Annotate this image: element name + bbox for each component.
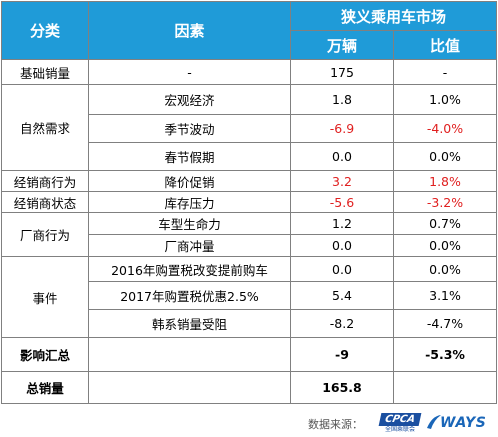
factor-cell: 降价促销: [88, 170, 291, 192]
factor-cell: 厂商冲量: [88, 234, 291, 257]
units-cell: 175: [290, 59, 394, 85]
units-cell: 1.8: [290, 84, 394, 115]
table-row: 影响汇总 -9 -5.3%: [1, 337, 498, 372]
table-row: 春节假期 0.0 0.0%: [2, 142, 498, 171]
units-cell: 0.0: [290, 234, 394, 257]
ratio-cell: -5.3%: [392, 337, 498, 372]
table-row: 厂商行为 车型生命力 1.2 0.7%: [1, 212, 498, 257]
category-cell: 事件: [1, 256, 89, 338]
category-cell: 经销商状态: [1, 191, 89, 213]
units-cell: 1.2: [290, 212, 394, 235]
ratio-cell: 0.0%: [392, 234, 498, 257]
table-row: 总销量 165.8: [1, 371, 498, 404]
category-cell: 基础销量: [1, 59, 89, 85]
header-units: 万辆: [290, 30, 394, 60]
header-factor: 因素: [88, 1, 291, 60]
source-label: 数据来源：: [308, 418, 363, 431]
header-ratio: 比值: [392, 30, 498, 60]
table-row: 基础销量 - 175 -: [1, 59, 498, 85]
ratio-cell: 1.0%: [392, 84, 498, 115]
table-row: 韩系销量受阻 -8.2 -4.7%: [2, 309, 498, 338]
factor-cell: 韩系销量受阻: [88, 309, 291, 338]
ways-swoosh-icon: [427, 415, 441, 429]
ways-logo: WAYS: [426, 413, 496, 433]
cpca-logo: CPCA 全国乘联会: [378, 413, 422, 433]
units-cell: 5.4: [290, 281, 394, 310]
units-cell: -9: [290, 337, 394, 372]
ratio-cell: -3.2%: [392, 191, 498, 213]
ratio-cell: [392, 371, 498, 404]
table-row: 厂商冲量 0.0 0.0%: [2, 234, 498, 257]
factor-cell: 宏观经济: [88, 84, 291, 115]
category-cell: 自然需求: [1, 84, 89, 171]
ratio-cell: 1.8%: [392, 170, 498, 192]
factor-cell: 库存压力: [88, 191, 291, 213]
units-cell: 0.0: [290, 256, 394, 282]
ratio-cell: 0.0%: [392, 256, 498, 282]
factor-cell: [88, 337, 291, 372]
units-cell: -6.9: [290, 114, 394, 143]
factor-cell: 季节波动: [88, 114, 291, 143]
category-cell: 影响汇总: [1, 337, 89, 372]
factor-cell: 春节假期: [88, 142, 291, 171]
cpca-logo-subtext: 全国乘联会: [384, 426, 415, 433]
units-cell: 3.2: [290, 170, 394, 192]
category-cell: 总销量: [1, 371, 89, 404]
units-cell: -8.2: [290, 309, 394, 338]
units-cell: 0.0: [290, 142, 394, 171]
units-cell: 165.8: [290, 371, 394, 404]
ratio-cell: -4.7%: [392, 309, 498, 338]
factor-cell: 2016年购置税改变提前购车: [88, 256, 291, 282]
ratio-cell: -4.0%: [392, 114, 498, 143]
table-row: 2017年购置税优惠2.5% 5.4 3.1%: [2, 281, 498, 310]
table-row: 事件 2016年购置税改变提前购车 0.0 0.0%: [1, 256, 498, 338]
factor-cell: 车型生命力: [88, 212, 291, 235]
table-row: 季节波动 -6.9 -4.0%: [2, 114, 498, 143]
ways-logo-text: WAYS: [440, 415, 487, 431]
category-cell: 厂商行为: [1, 212, 89, 257]
ratio-cell: 0.7%: [392, 212, 498, 235]
factor-cell: 2017年购置税优惠2.5%: [88, 281, 291, 310]
table-row: 经销商行为 降价促销 3.2 1.8%: [1, 170, 498, 192]
ratio-cell: 3.1%: [392, 281, 498, 310]
ratio-cell: 0.0%: [392, 142, 498, 171]
factor-cell: [88, 371, 291, 404]
units-cell: -5.6: [290, 191, 394, 213]
data-source: 数据来源： CPCA 全国乘联会 WAYS: [300, 412, 496, 434]
table-row: 经销商状态 库存压力 -5.6 -3.2%: [1, 191, 498, 213]
market-factor-table: 分类 因素 狭义乘用车市场 万辆 比值 基础销量 - 175 - 自然需求 宏观…: [1, 1, 498, 404]
category-cell: 经销商行为: [1, 170, 89, 192]
table-row: 自然需求 宏观经济 1.8 1.0%: [1, 84, 498, 171]
ratio-cell: -: [392, 59, 498, 85]
cpca-logo-text: CPCA: [378, 413, 422, 426]
header-category: 分类: [1, 1, 89, 60]
header-market: 狭义乘用车市场: [289, 1, 498, 31]
factor-cell: -: [88, 59, 291, 85]
